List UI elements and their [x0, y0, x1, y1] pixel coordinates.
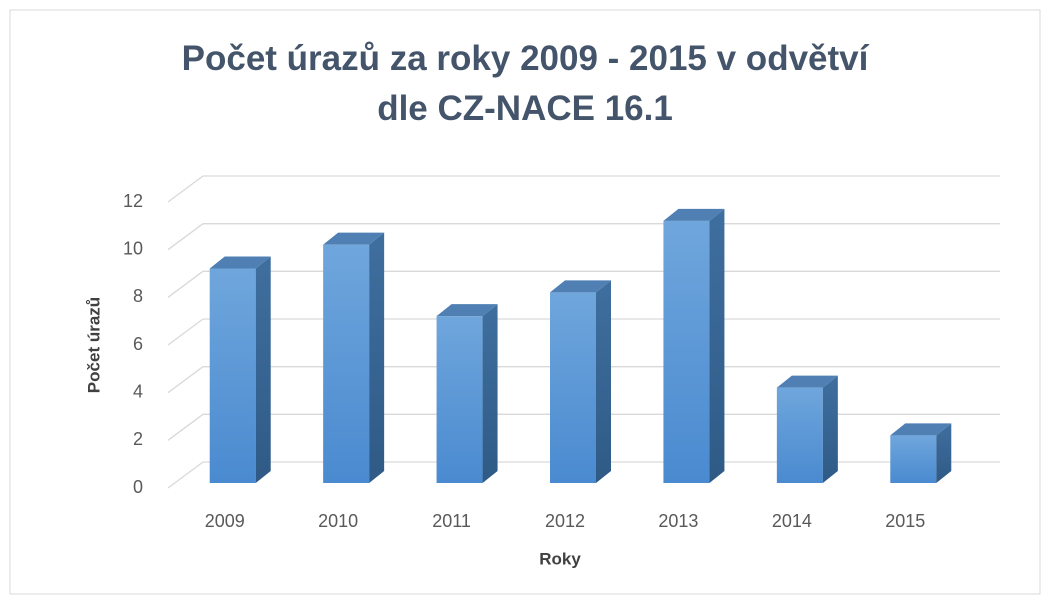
- y-tick-label: 10: [123, 238, 143, 258]
- y-axis-title: Počet úrazů: [84, 297, 103, 393]
- bar-side: [369, 232, 385, 483]
- y-tick-label: 0: [133, 477, 143, 497]
- bar-side: [709, 208, 725, 484]
- bar: [663, 220, 710, 484]
- grid-line: [167, 461, 204, 489]
- grid-line: [167, 270, 204, 298]
- bar: [209, 268, 256, 483]
- x-tick-label: 2009: [205, 511, 245, 531]
- bar-top: [550, 280, 611, 293]
- grid-line: [167, 366, 204, 394]
- bar-top: [890, 423, 952, 436]
- bar: [550, 292, 596, 483]
- bar: [776, 387, 823, 483]
- x-tick-label: 2013: [658, 511, 698, 531]
- grid-line: [167, 318, 204, 346]
- x-tick-label: 2012: [545, 511, 585, 531]
- bar-side: [822, 375, 838, 483]
- chart-border: [9, 9, 1041, 595]
- bar: [323, 244, 370, 483]
- x-tick-label: 2010: [318, 511, 358, 531]
- x-tick-label: 2015: [885, 511, 925, 531]
- grid-line: [167, 175, 204, 203]
- bar-side: [936, 423, 952, 483]
- y-tick-label: 6: [133, 334, 143, 354]
- chart-title: Počet úrazů za roky 2009 - 2015 v odvětv…: [181, 39, 869, 128]
- y-tick-label: 8: [133, 286, 143, 306]
- x-tick-label: 2014: [772, 511, 812, 531]
- bar-top: [776, 375, 838, 388]
- y-tick-label: 2: [133, 429, 143, 449]
- x-axis-title: Roky: [539, 549, 581, 568]
- grid-line: [167, 223, 204, 251]
- bar-top: [663, 208, 725, 221]
- bar-top: [209, 256, 271, 269]
- x-tick-label: 2011: [432, 511, 471, 531]
- y-tick-label: 4: [133, 381, 143, 401]
- bar-side: [255, 256, 271, 483]
- bar-top: [323, 232, 385, 245]
- bar-side: [596, 280, 611, 483]
- bar: [436, 316, 483, 483]
- bar-side: [482, 304, 498, 483]
- grid-line: [167, 413, 204, 441]
- bar-top: [436, 304, 498, 317]
- bar: [890, 435, 937, 483]
- y-tick-label: 12: [123, 191, 143, 211]
